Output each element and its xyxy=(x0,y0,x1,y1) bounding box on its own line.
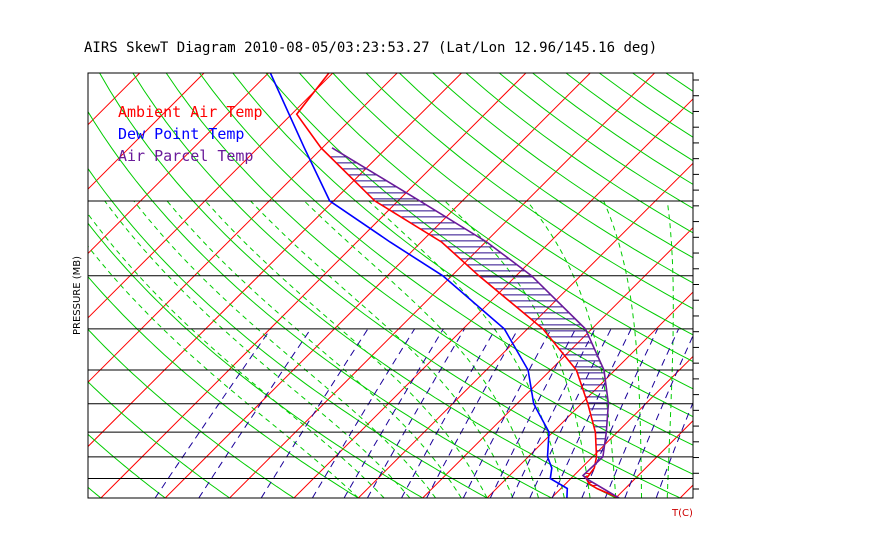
dry-adiabat-line xyxy=(365,73,693,310)
isotherm-line xyxy=(679,484,693,498)
dry-adiabat-line xyxy=(88,275,359,498)
legend-air-parcel-temp: Air Parcel Temp xyxy=(118,147,253,165)
dry-adiabat-line xyxy=(432,73,693,259)
mixing-ratio-line xyxy=(343,328,444,498)
dry-adiabat-line xyxy=(332,73,693,336)
mixing-ratio-line xyxy=(154,328,272,498)
mixing-ratio-line xyxy=(581,328,659,498)
legend-layer: Ambient Air Temp Dew Point Temp Air Parc… xyxy=(118,103,263,165)
label-layer xyxy=(87,72,694,499)
dry-adiabat-line xyxy=(665,73,693,92)
moist-adiabat-line xyxy=(133,200,437,498)
moist-adiabat-line xyxy=(88,213,385,498)
isotherm-line xyxy=(615,420,693,498)
legend-ambient-air-temp: Ambient Air Temp xyxy=(118,103,263,121)
isotherm-line xyxy=(88,73,205,190)
isotherm-line xyxy=(229,73,655,498)
dry-adiabat-line xyxy=(733,73,870,498)
grid-layer xyxy=(0,73,870,498)
dry-adiabat-line xyxy=(299,73,693,363)
legend-dew-point-temp: Dew Point Temp xyxy=(118,125,244,143)
dry-adiabat-line xyxy=(88,433,166,498)
dry-adiabat-line xyxy=(88,486,102,498)
isotherm-line xyxy=(88,73,462,448)
isotherm-line xyxy=(0,73,11,498)
indices-panel xyxy=(693,79,699,490)
isotherm-line xyxy=(88,73,398,383)
parcel-series-line xyxy=(331,147,620,498)
mixing-ratio-line xyxy=(529,328,612,498)
isotherm-line xyxy=(809,73,870,498)
dry-adiabat-line xyxy=(866,73,870,498)
isotherm-line xyxy=(293,98,693,498)
chart-title: AIRS SkewT Diagram 2010-08-05/03:23:53.2… xyxy=(84,40,657,56)
isotherm-line xyxy=(744,73,870,498)
dry-adiabat-line xyxy=(599,73,693,138)
isotherm-line xyxy=(164,73,591,498)
moist-adiabat-line xyxy=(368,200,565,498)
dry-adiabat-line xyxy=(88,328,295,498)
dry-adiabat-line xyxy=(632,73,693,115)
dry-adiabat-line xyxy=(132,73,681,498)
moist-adiabat-line xyxy=(204,200,488,498)
dry-adiabat-line xyxy=(766,73,870,498)
isotherm-line xyxy=(88,73,334,319)
bottom-unit-label: T(C) xyxy=(671,508,693,519)
mixing-ratio-line xyxy=(604,328,680,498)
moist-adiabat-line xyxy=(303,200,539,498)
isotherm-line xyxy=(357,162,693,498)
mixing-ratio-line xyxy=(311,328,416,498)
profile-layer xyxy=(269,73,620,498)
isotherm-line xyxy=(100,73,527,498)
dry-adiabat-line xyxy=(699,73,870,498)
isotherm-line xyxy=(0,73,75,498)
dry-adiabat-line xyxy=(88,167,488,498)
dry-adiabat-line xyxy=(399,73,693,284)
moist-adiabat-line xyxy=(166,200,462,498)
y-axis-label: PRESSURE (MB) xyxy=(72,256,83,335)
dry-adiabat-line xyxy=(265,73,693,390)
isotherm-line xyxy=(422,226,693,498)
isotherm-line xyxy=(486,291,693,498)
dry-adiabat-line xyxy=(88,381,230,498)
dry-adiabat-line xyxy=(88,222,423,498)
isotherm-line xyxy=(551,355,693,498)
ambient-temp-series-line xyxy=(295,73,620,498)
dewpoint-series-line xyxy=(269,73,569,498)
isotherm-line xyxy=(88,73,269,255)
dry-adiabat-line xyxy=(532,73,693,185)
dry-adiabat-line xyxy=(799,73,870,498)
dry-adiabat-line xyxy=(833,73,870,498)
dry-adiabat-line xyxy=(0,73,37,498)
dry-adiabat-line xyxy=(232,73,693,418)
dry-adiabat-line xyxy=(165,73,693,475)
plot-frame xyxy=(87,72,694,499)
